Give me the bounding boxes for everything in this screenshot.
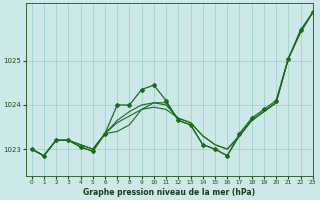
X-axis label: Graphe pression niveau de la mer (hPa): Graphe pression niveau de la mer (hPa): [83, 188, 255, 197]
